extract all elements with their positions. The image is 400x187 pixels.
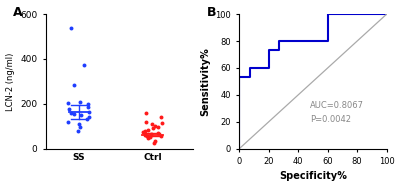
Point [68, 111, 74, 114]
Point [158, 134, 164, 137]
Point [143, 120, 149, 123]
Point [83, 118, 90, 121]
Point [143, 111, 150, 114]
Text: A: A [13, 6, 23, 19]
Point [145, 128, 151, 131]
Point [142, 129, 149, 132]
Point [78, 114, 84, 117]
Point [76, 122, 82, 125]
Point [155, 126, 162, 129]
Point [145, 137, 151, 140]
Point [77, 126, 83, 129]
Point [154, 131, 161, 134]
Point [158, 121, 165, 124]
Text: P=0.0042: P=0.0042 [310, 115, 351, 124]
Point [85, 102, 91, 105]
Point [65, 101, 71, 104]
Point [142, 133, 148, 136]
Point [86, 116, 92, 119]
Point [65, 108, 72, 111]
Text: AUC=0.8067: AUC=0.8067 [310, 101, 364, 110]
Point [71, 112, 77, 115]
Point [152, 125, 158, 128]
Point [149, 122, 155, 125]
Point [68, 26, 74, 29]
Point [148, 133, 154, 136]
Point [70, 83, 77, 86]
Point [150, 127, 156, 130]
Point [81, 63, 87, 66]
Point [152, 139, 158, 142]
Point [65, 120, 71, 123]
Point [84, 106, 91, 109]
Point [144, 135, 150, 138]
X-axis label: Specificity%: Specificity% [279, 171, 347, 181]
Point [147, 136, 154, 139]
Point [140, 130, 146, 133]
Text: B: B [207, 6, 216, 19]
Y-axis label: Sensitivity%: Sensitivity% [200, 47, 210, 116]
Point [157, 116, 164, 119]
Point [151, 141, 157, 144]
Point [75, 129, 82, 132]
Point [86, 110, 92, 113]
Y-axis label: LCN-2 (ng/ml): LCN-2 (ng/ml) [6, 52, 14, 111]
Point [76, 100, 83, 103]
